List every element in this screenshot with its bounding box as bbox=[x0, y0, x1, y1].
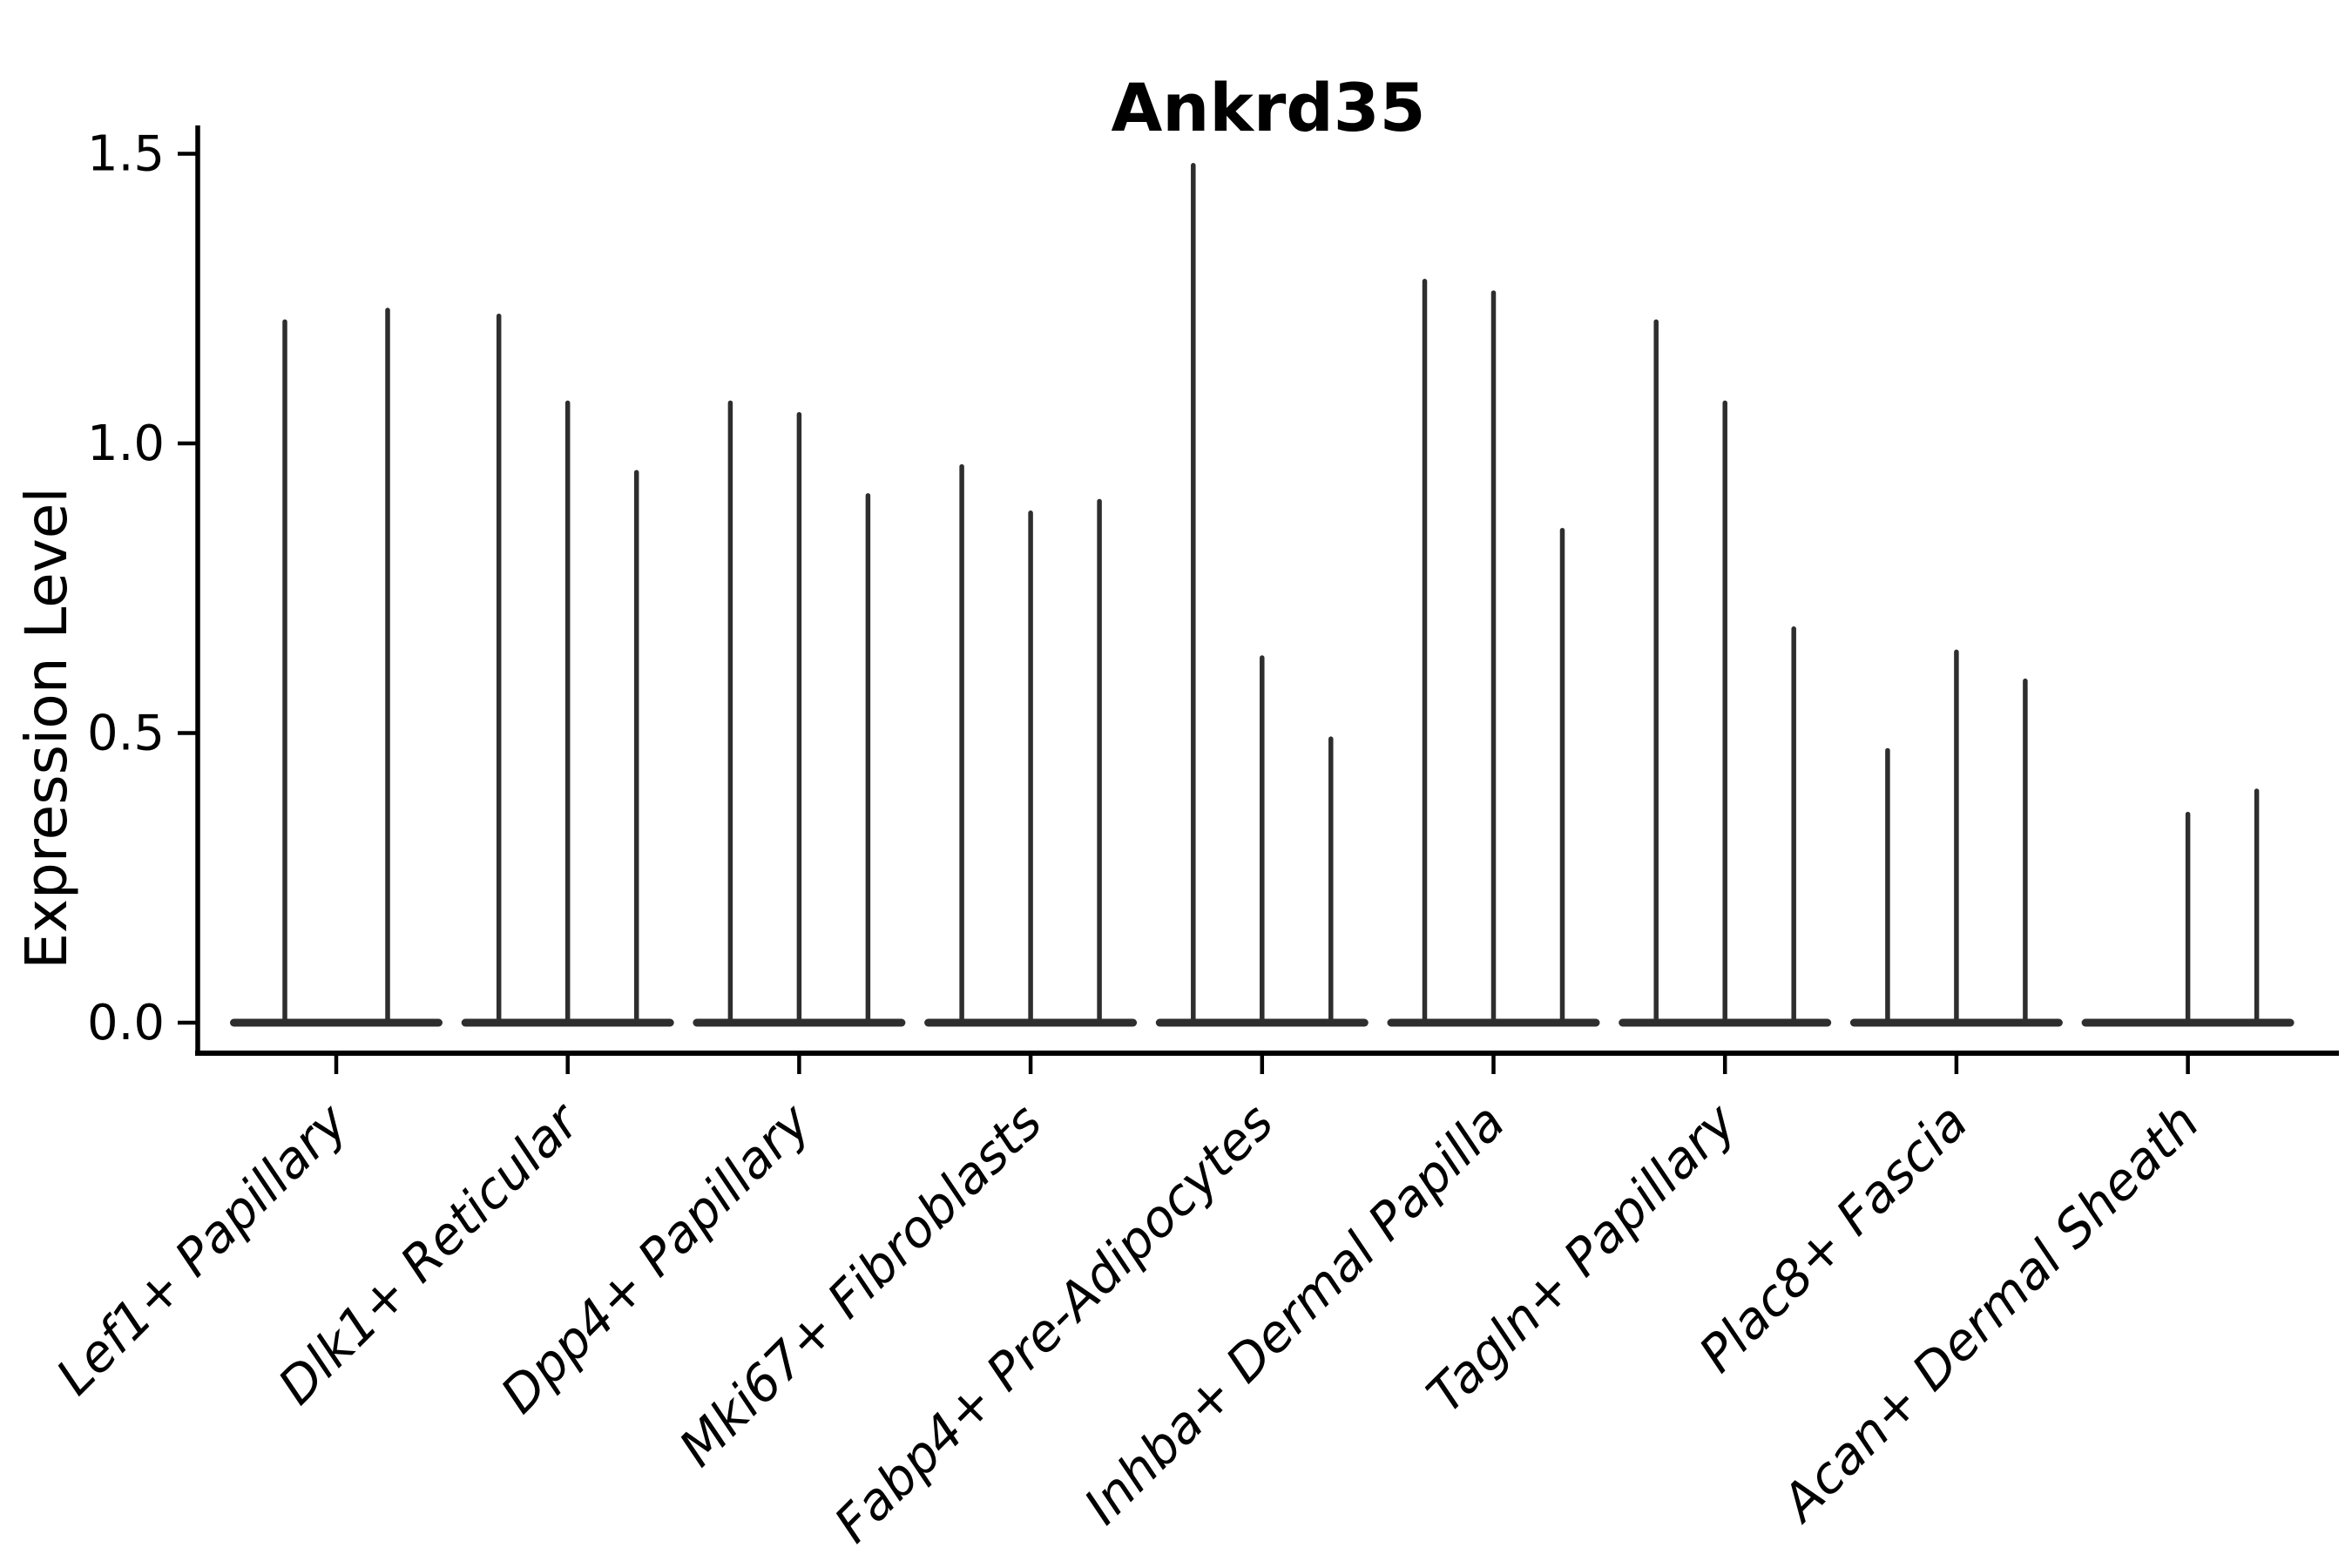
y-tick-label: 0.0 bbox=[87, 995, 165, 1051]
violin-body bbox=[230, 1018, 443, 1027]
y-tick-label: 0.5 bbox=[87, 706, 165, 762]
x-tick-label: Fabp4+ Pre-Adipocytes bbox=[823, 1092, 1285, 1554]
x-tick-label: Acan+ Dermal Sheath bbox=[1768, 1092, 2211, 1535]
y-tick-label: 1.5 bbox=[87, 126, 165, 183]
y-tick-label: 1.0 bbox=[87, 416, 165, 472]
y-axis-label: Expression Level bbox=[13, 487, 80, 969]
plot-layer bbox=[230, 163, 2295, 1027]
x-tick-label: Inhba+ Dermal Papilla bbox=[1072, 1092, 1516, 1536]
chart-title: Ankrd35 bbox=[1111, 69, 1425, 146]
